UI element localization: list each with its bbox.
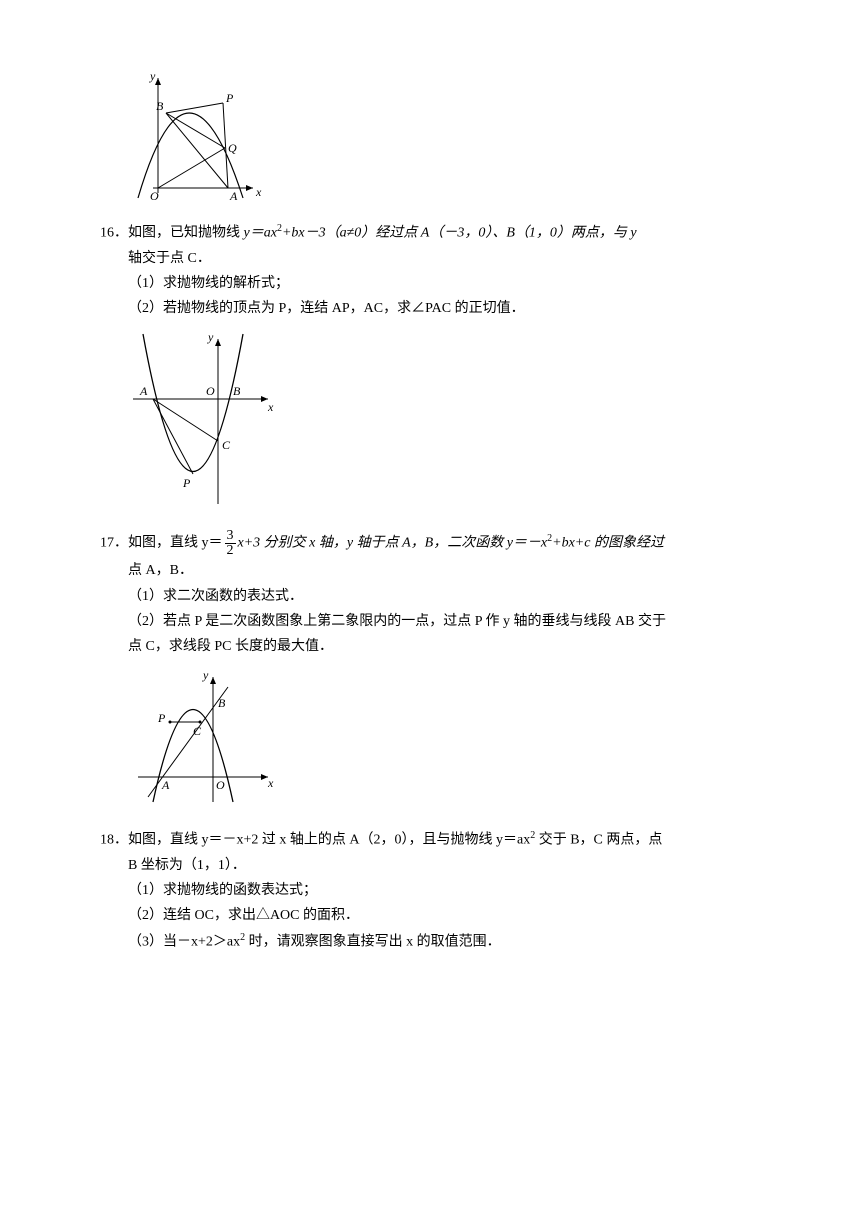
problem-16-sub2: （2）若抛物线的顶点为 P，连结 AP，AC，求∠PAC 的正切值． (100, 296, 780, 321)
point-b-label: B (218, 696, 226, 710)
problem-17-continuation: 点 A，B． (100, 558, 780, 583)
problem-18: 18．如图，直线 y＝－x+2 过 x 轴上的点 A（2，0），且与抛物线 y＝… (100, 827, 780, 954)
point-b-label: B (233, 384, 241, 398)
problem-17-sub2-line2: 点 C，求线段 PC 长度的最大值． (100, 634, 780, 659)
point-b-label: B (156, 99, 164, 113)
figure-15: y x O A B P Q (128, 68, 780, 208)
problem-16-sub1: （1）求抛物线的解析式； (100, 271, 780, 296)
point-a-label: A (139, 384, 148, 398)
figure-16: y x O A B C P (128, 329, 780, 509)
axis-label-x: x (267, 776, 274, 790)
axis-label-x: x (267, 400, 274, 414)
problem-number: 17． (100, 536, 128, 551)
point-a-label: A (229, 189, 238, 203)
point-p-label: P (157, 711, 166, 725)
problem-17: 17．如图，直线 y＝32x+3 分别交 x 轴，y 轴于点 A，B，二次函数 … (100, 529, 780, 807)
origin-label: O (216, 778, 225, 792)
problem-16-continuation: 轴交于点 C． (100, 246, 780, 271)
problem-18-sub1: （1）求抛物线的函数表达式； (100, 878, 780, 903)
fraction: 32 (225, 529, 236, 558)
problem-17-sub2-line1: （2）若点 P 是二次函数图象上第二象限内的一点，过点 P 作 y 轴的垂线与线… (100, 609, 780, 634)
point-q-label: Q (228, 141, 237, 155)
point-c-label: C (193, 724, 202, 738)
problem-18-sub2: （2）连结 OC，求出△AOC 的面积． (100, 903, 780, 928)
point-p-label: P (182, 476, 191, 490)
problem-16-statement: 16．如图，已知抛物线 y＝ax2+bx－3（a≠0）经过点 A（－3，0）、B… (100, 220, 780, 246)
problem-18-continuation: B 坐标为（1，1）． (100, 853, 780, 878)
problem-18-sub3: （3）当－x+2＞ax2 时，请观察图象直接写出 x 的取值范围． (100, 929, 780, 955)
problem-number: 18． (100, 833, 128, 848)
axis-label-x: x (255, 185, 262, 199)
point-c-label: C (222, 438, 231, 452)
problem-17-sub1: （1）求二次函数的表达式． (100, 584, 780, 609)
point-p-label: P (225, 91, 234, 105)
problem-16: 16．如图，已知抛物线 y＝ax2+bx－3（a≠0）经过点 A（－3，0）、B… (100, 220, 780, 509)
axis-label-y: y (207, 330, 214, 344)
problem-17-statement: 17．如图，直线 y＝32x+3 分别交 x 轴，y 轴于点 A，B，二次函数 … (100, 529, 780, 558)
problem-18-statement: 18．如图，直线 y＝－x+2 过 x 轴上的点 A（2，0），且与抛物线 y＝… (100, 827, 780, 853)
figure-17: y x O A B P C (128, 667, 780, 807)
axis-label-y: y (149, 69, 156, 83)
problem-number: 16． (100, 226, 128, 241)
origin-label: O (150, 189, 159, 203)
origin-label: O (206, 384, 215, 398)
point-a-label: A (161, 778, 170, 792)
axis-label-y: y (202, 668, 209, 682)
